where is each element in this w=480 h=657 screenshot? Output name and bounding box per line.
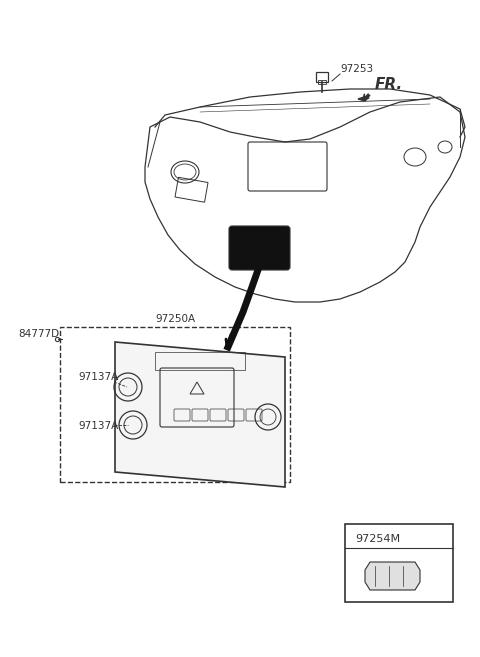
Bar bbox=[60, 327, 290, 482]
Text: 97253: 97253 bbox=[340, 64, 373, 74]
Polygon shape bbox=[365, 562, 420, 590]
Bar bbox=[345, 524, 453, 602]
Text: 97254M: 97254M bbox=[355, 534, 400, 544]
Text: 84777D: 84777D bbox=[18, 329, 59, 339]
Text: FR.: FR. bbox=[375, 77, 403, 92]
FancyBboxPatch shape bbox=[229, 226, 290, 270]
Polygon shape bbox=[115, 342, 285, 487]
Bar bbox=[155, 352, 245, 370]
Polygon shape bbox=[358, 95, 370, 101]
Bar bbox=[318, 80, 326, 84]
Text: 97137A: 97137A bbox=[78, 421, 118, 431]
Bar bbox=[316, 72, 328, 82]
Text: 97137A: 97137A bbox=[78, 372, 118, 382]
Text: 97250A: 97250A bbox=[155, 314, 195, 324]
Bar bbox=[175, 177, 208, 202]
